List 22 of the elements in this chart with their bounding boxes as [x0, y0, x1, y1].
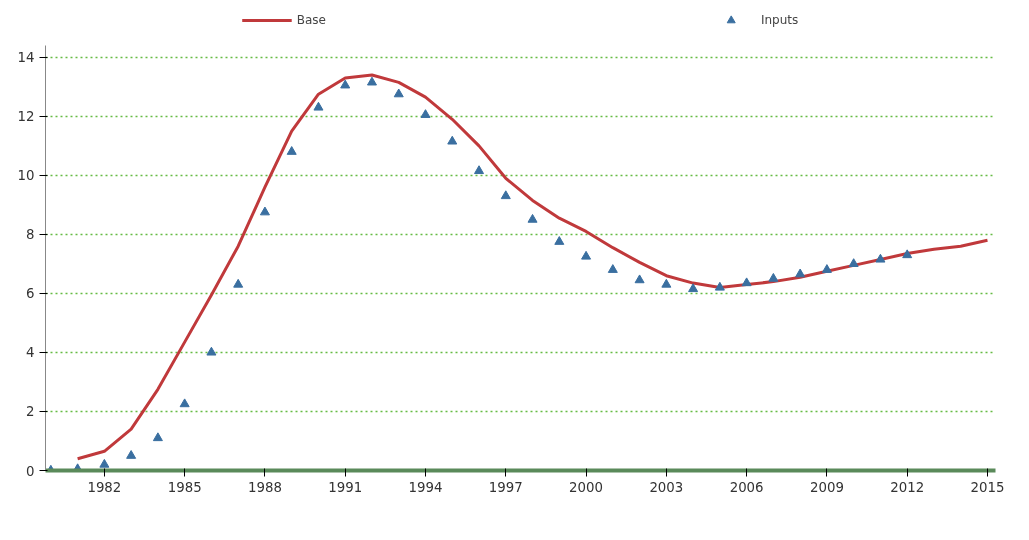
- x-tick-label: 2009: [809, 479, 844, 495]
- x-tick-label: 1982: [87, 479, 122, 495]
- y-tick-label: 12: [17, 109, 35, 125]
- y-tick-label: 4: [26, 345, 35, 361]
- x-tick-label: 2006: [729, 479, 764, 495]
- x-tick-label: 1994: [408, 479, 443, 495]
- x-tick-label: 2015: [970, 479, 1005, 495]
- y-tick-label: 2: [26, 404, 35, 420]
- legend-label: Inputs: [760, 13, 799, 27]
- y-tick-label: 0: [26, 463, 35, 479]
- x-tick-label: 1991: [328, 479, 363, 495]
- x-tick-label: 2012: [890, 479, 925, 495]
- y-tick-label: 10: [17, 168, 35, 184]
- y-tick-label: 14: [17, 50, 35, 66]
- legend-label: Base: [296, 13, 326, 27]
- x-tick-label: 2003: [649, 479, 684, 495]
- x-tick-label: 1997: [488, 479, 523, 495]
- x-tick-label: 1988: [247, 479, 282, 495]
- x-tick-label: 1985: [167, 479, 202, 495]
- x-tick-label: 2000: [569, 479, 604, 495]
- y-tick-label: 8: [26, 227, 35, 243]
- y-tick-label: 6: [26, 286, 35, 302]
